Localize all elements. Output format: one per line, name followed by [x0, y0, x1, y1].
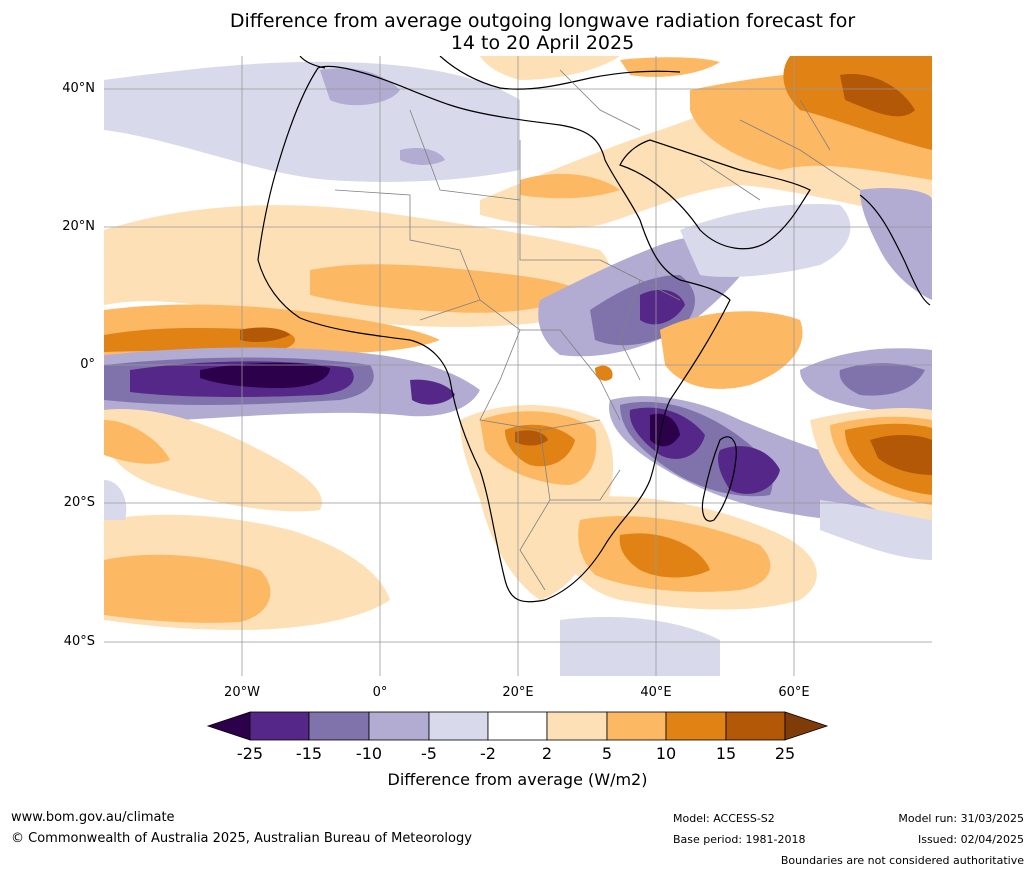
anomaly-region-equatorial-peak — [200, 362, 330, 388]
colorbar-tick: -2 — [480, 744, 496, 763]
anomaly-region-south-africa-ocean-core — [619, 533, 710, 578]
model-name: Model: ACCESS-S2 — [673, 812, 775, 825]
colorbar-segment — [546, 711, 608, 741]
colorbar-segment — [428, 711, 489, 741]
anomaly-region-southwest-ocean-low — [104, 480, 127, 520]
colorbar-segment — [606, 711, 667, 741]
colorbar-tick: -25 — [236, 744, 264, 763]
anomaly-region-libya-low — [400, 148, 445, 165]
colorbar-segment — [487, 711, 548, 741]
europe-coastline — [439, 56, 681, 90]
anomaly-region-arabia-high — [520, 173, 620, 199]
title-line-1: Difference from average outgoing longwav… — [229, 10, 856, 32]
anomaly-region-west-africa-coast-mid — [104, 420, 170, 464]
anomaly-region-gulf-guinea-strong — [410, 379, 455, 405]
colorbar-tick: 25 — [774, 744, 796, 763]
colorbar-segment — [665, 711, 727, 741]
lat-label-equator: 0° — [80, 357, 95, 372]
issued-date: Issued: 02/04/2025 — [917, 833, 1024, 846]
colorbar-segment — [725, 711, 786, 741]
anomaly-region-arabian-sea-low — [680, 204, 851, 277]
colorbar-segment — [249, 711, 310, 741]
colorbar-tick: 15 — [715, 744, 737, 763]
lat-label-40s: 40°S — [63, 634, 95, 649]
anomaly-region-south-atlantic-mid — [104, 554, 271, 623]
country-boundaries — [334, 69, 861, 591]
anomaly-region-balkans-high — [480, 56, 620, 80]
anomaly-region-west-africa-coast-high — [104, 409, 322, 512]
colorbar-label: Difference from average (W/m2) — [387, 770, 648, 789]
website-link[interactable]: www.bom.gov.au/climate — [11, 810, 175, 825]
madagascar-coastline — [701, 436, 737, 522]
anomaly-region-sahel-core — [310, 264, 580, 313]
colorbar-segment — [368, 711, 430, 741]
lon-label-20w: 20°W — [224, 685, 260, 700]
anomaly-region-himalaya-high — [840, 74, 915, 117]
colorbar — [206, 711, 829, 741]
colorbar-tick: 10 — [655, 744, 677, 763]
colorbar-extend-high — [784, 711, 829, 741]
india-coastline — [859, 194, 931, 306]
base-period: Base period: 1981-2018 — [673, 833, 806, 846]
lon-label-60e: 60°E — [778, 685, 810, 700]
boundaries-note: Boundaries are not considered authoritat… — [780, 854, 1024, 867]
lat-label-20n: 20°N — [62, 219, 95, 234]
anomaly-region-south-indian-peak — [870, 435, 932, 475]
colorbar-tick: 2 — [541, 744, 553, 763]
map-title: Difference from average outgoing longwav… — [0, 10, 1035, 54]
anomaly-region-madagascar-strong — [718, 446, 780, 494]
lat-label-40n: 40°N — [62, 81, 95, 96]
colorbar-tick: -15 — [295, 744, 323, 763]
anomaly-region-angola-peak — [515, 430, 548, 446]
anomaly-region-lake-victoria-high — [595, 365, 613, 381]
anomaly-region-south-ocean-low — [560, 616, 720, 676]
title-line-2: 14 to 20 April 2025 — [450, 32, 635, 54]
colorbar-tick: -10 — [355, 744, 383, 763]
colorbar-segment — [308, 711, 370, 741]
anomaly-region-southeast-ocean-low — [820, 500, 932, 560]
colorbar-tick: 5 — [601, 744, 613, 763]
arabia-coastline — [619, 139, 811, 250]
anomaly-region-atlantic-band-peak — [240, 327, 290, 343]
coastlines — [257, 56, 931, 603]
iberia-coastline — [299, 56, 326, 69]
lat-label-20s: 20°S — [63, 495, 95, 510]
graticule — [104, 56, 932, 676]
copyright-text: © Commonwealth of Australia 2025, Austra… — [11, 831, 472, 846]
colorbar-tick: -5 — [421, 744, 437, 763]
lon-label-20e: 20°E — [502, 685, 534, 700]
anomaly-region-indian-ocean-mid — [839, 363, 925, 396]
anomaly-region-kenya-high — [660, 311, 803, 389]
lon-label-40e: 40°E — [640, 685, 672, 700]
africa-coastline — [257, 65, 731, 603]
lon-label-0: 0° — [372, 685, 388, 700]
anomaly-region-mozambique-peak — [650, 413, 680, 447]
model-run-date: Model run: 31/03/2025 — [898, 812, 1024, 825]
anomaly-region-ethiopia-strong — [640, 289, 685, 325]
colorbar-extend-low — [206, 711, 251, 741]
